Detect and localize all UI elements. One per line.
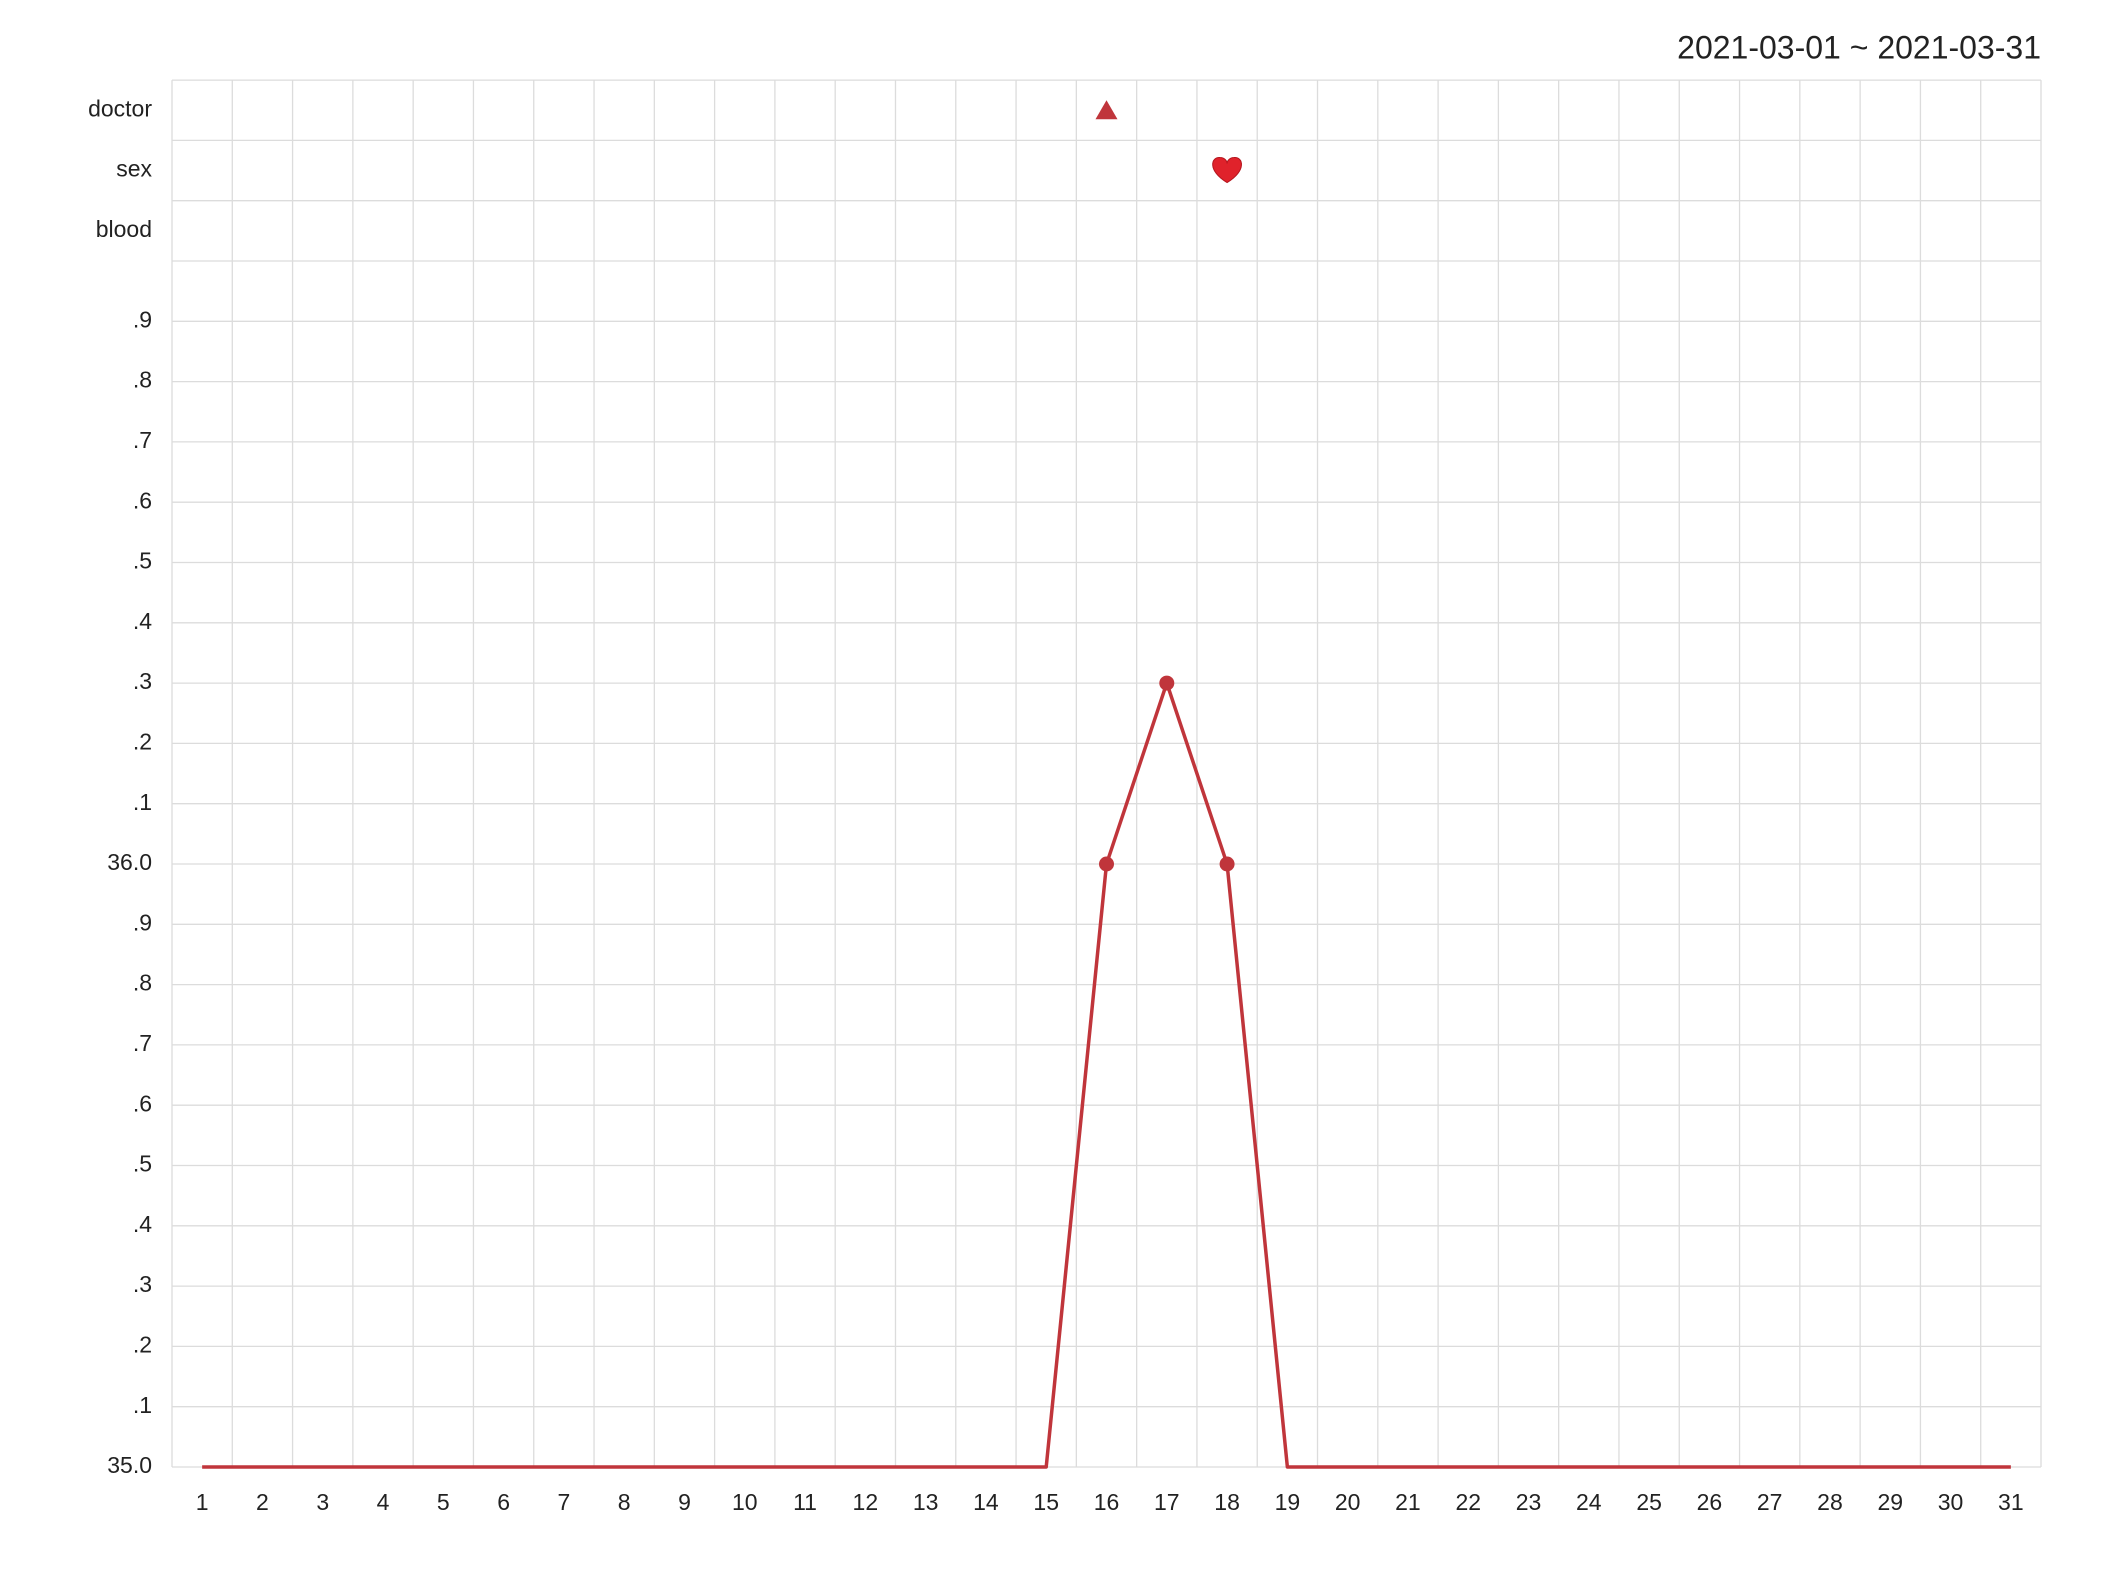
y-tick-label: .2 <box>133 728 152 754</box>
x-tick-label: 6 <box>497 1489 510 1515</box>
x-tick-label: 17 <box>1154 1489 1180 1515</box>
y-tick-label: 35.0 <box>107 1452 152 1478</box>
x-tick-label: 2 <box>256 1489 269 1515</box>
x-tick-label: 20 <box>1335 1489 1361 1515</box>
x-tick-label: 7 <box>557 1489 570 1515</box>
row-label: blood <box>96 216 152 242</box>
y-tick-label: .5 <box>133 1151 152 1177</box>
event-heart <box>1212 157 1242 184</box>
x-tick-label: 31 <box>1998 1489 2024 1515</box>
y-tick-label: .9 <box>133 306 152 332</box>
x-tick-label: 21 <box>1395 1489 1421 1515</box>
y-tick-label: .1 <box>133 789 152 815</box>
x-tick-label: 23 <box>1516 1489 1542 1515</box>
x-tick-label: 9 <box>678 1489 691 1515</box>
y-tick-label: .4 <box>133 608 152 634</box>
y-tick-label: .8 <box>133 970 152 996</box>
x-tick-label: 3 <box>316 1489 329 1515</box>
x-tick-label: 27 <box>1757 1489 1783 1515</box>
x-tick-label: 12 <box>853 1489 879 1515</box>
y-tick-label: .4 <box>133 1211 152 1237</box>
x-tick-label: 18 <box>1214 1489 1240 1515</box>
row-label: doctor <box>88 95 152 121</box>
x-tick-label: 15 <box>1033 1489 1059 1515</box>
x-tick-label: 22 <box>1455 1489 1481 1515</box>
y-tick-label: 36.0 <box>107 849 152 875</box>
y-tick-label: .7 <box>133 1030 152 1056</box>
y-tick-label: .3 <box>133 668 152 694</box>
x-tick-label: 1 <box>196 1489 209 1515</box>
x-tick-label: 29 <box>1877 1489 1903 1515</box>
row-label: sex <box>116 156 152 182</box>
data-point <box>1219 856 1235 872</box>
x-tick-label: 30 <box>1938 1489 1964 1515</box>
x-tick-label: 11 <box>793 1489 817 1515</box>
x-tick-label: 8 <box>618 1489 631 1515</box>
y-tick-label: .6 <box>133 1090 152 1116</box>
x-tick-label: 24 <box>1576 1489 1602 1515</box>
data-point <box>1159 675 1175 691</box>
y-tick-label: .7 <box>133 427 152 453</box>
x-tick-label: 10 <box>732 1489 758 1515</box>
x-tick-label: 16 <box>1094 1489 1120 1515</box>
chart-title: 2021-03-01 ~ 2021-03-31 <box>1677 29 2041 65</box>
data-point <box>1099 856 1114 872</box>
y-tick-label: .3 <box>133 1271 152 1297</box>
y-tick-label: .8 <box>133 367 152 393</box>
event-triangle <box>1095 100 1118 120</box>
x-tick-label: 13 <box>913 1489 939 1515</box>
y-tick-label: .9 <box>133 909 152 935</box>
x-tick-label: 14 <box>973 1489 999 1515</box>
y-tick-label: .1 <box>133 1392 152 1418</box>
x-tick-label: 28 <box>1817 1489 1843 1515</box>
x-tick-label: 26 <box>1697 1489 1723 1515</box>
x-tick-label: 19 <box>1275 1489 1301 1515</box>
x-tick-label: 25 <box>1636 1489 1662 1515</box>
y-tick-label: .2 <box>133 1331 152 1357</box>
x-tick-label: 4 <box>377 1489 390 1515</box>
y-tick-label: .5 <box>133 548 152 574</box>
x-tick-label: 5 <box>437 1489 450 1515</box>
y-tick-label: .6 <box>133 487 152 513</box>
